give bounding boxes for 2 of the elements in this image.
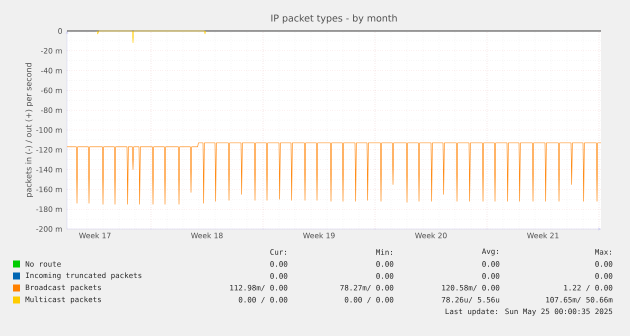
line-series bbox=[66, 142, 602, 205]
chart-title: IP packet types - by month bbox=[271, 14, 397, 24]
